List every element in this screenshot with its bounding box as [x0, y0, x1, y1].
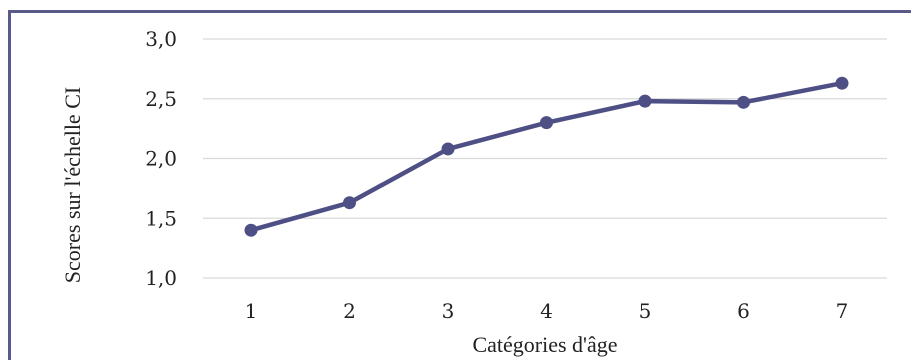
- data-point: [835, 76, 849, 90]
- y-tick-labels: 1,0 1,5 2,0 2,5 3,0: [145, 27, 177, 290]
- x-tick-label: 6: [737, 299, 750, 323]
- gridlines: [203, 38, 887, 279]
- y-tick-label: 1,0: [145, 266, 177, 290]
- x-axis-title: Catégories d'âge: [472, 332, 617, 357]
- data-point: [343, 196, 356, 210]
- y-tick-label: 1,5: [145, 206, 177, 230]
- y-tick-label: 2,5: [145, 87, 177, 111]
- series-layer: [244, 76, 849, 237]
- y-tick-label: 3,0: [145, 27, 177, 51]
- data-point: [540, 116, 553, 130]
- x-tick-label: 2: [343, 299, 356, 323]
- x-tick-label: 5: [639, 299, 652, 323]
- x-tick-label: 3: [442, 299, 455, 323]
- data-point: [244, 223, 258, 237]
- x-tick-label: 1: [245, 299, 258, 323]
- data-point: [638, 94, 652, 108]
- y-axis-title: Scores sur l'échelle CI: [60, 87, 85, 283]
- x-tick-label: 7: [836, 299, 849, 323]
- y-tick-label: 2,0: [145, 147, 177, 171]
- chart-frame: [8, 10, 911, 360]
- x-tick-label: 4: [540, 299, 553, 323]
- data-point: [441, 142, 455, 156]
- data-point: [737, 95, 750, 109]
- x-tick-labels: 1 2 3 4 5 6 7: [245, 299, 849, 323]
- series-line: [248, 80, 845, 233]
